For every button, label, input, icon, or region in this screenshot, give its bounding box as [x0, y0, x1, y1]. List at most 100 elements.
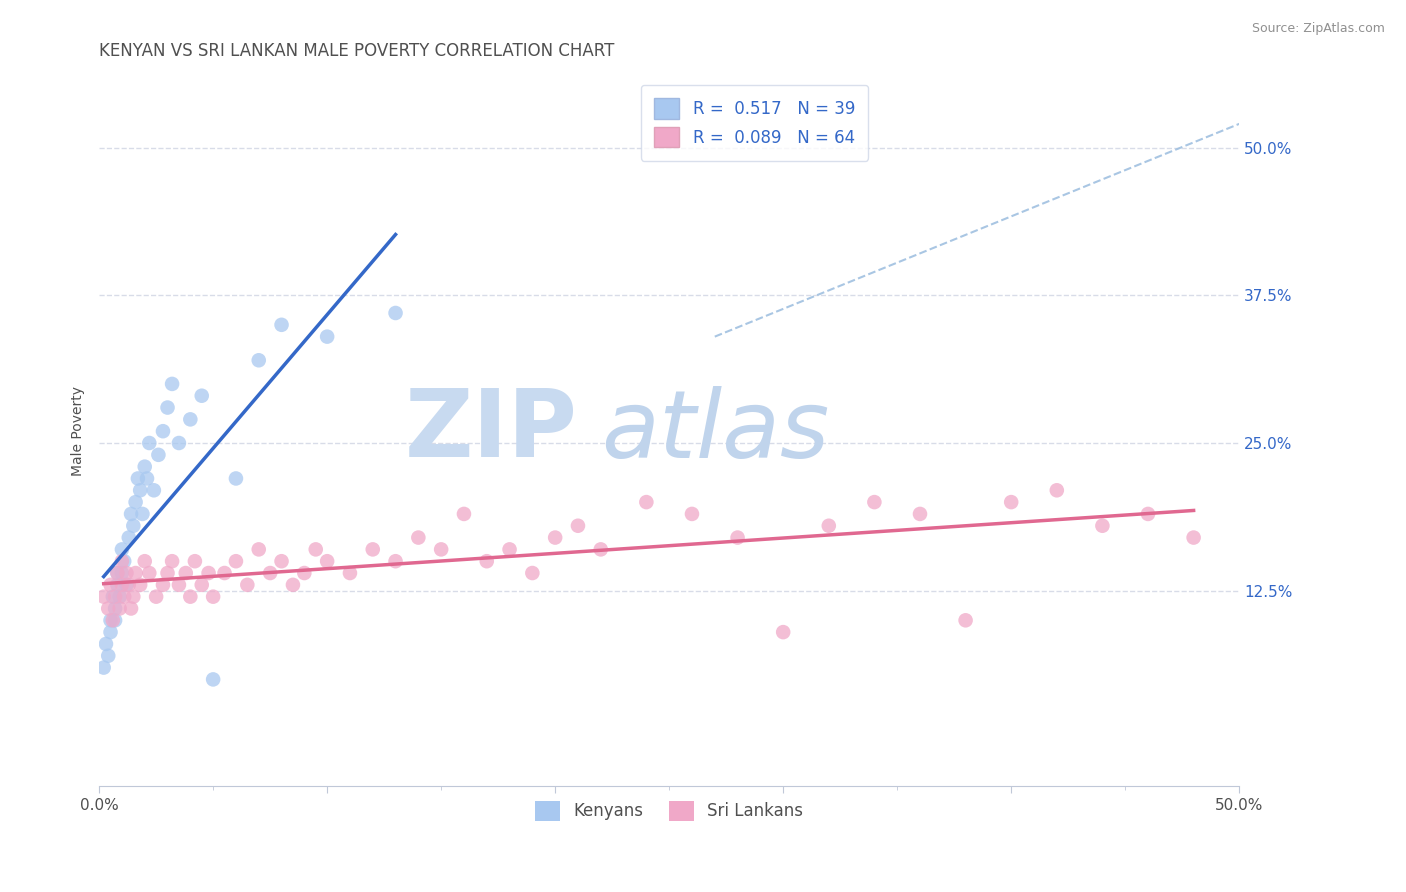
Point	[167, 436, 190, 450]
Point	[105, 578, 128, 592]
Point	[384, 306, 406, 320]
Point	[148, 448, 170, 462]
Point	[567, 518, 589, 533]
Point	[138, 436, 160, 450]
Point	[122, 518, 145, 533]
Point	[122, 590, 145, 604]
Point	[100, 613, 122, 627]
Point	[190, 389, 212, 403]
Point	[129, 483, 152, 498]
Point	[124, 566, 146, 580]
Point	[430, 542, 453, 557]
Point	[115, 578, 138, 592]
Point	[202, 590, 225, 604]
Point	[863, 495, 886, 509]
Point	[111, 578, 134, 592]
Point	[111, 566, 134, 580]
Point	[112, 554, 135, 568]
Point	[138, 566, 160, 580]
Point	[453, 507, 475, 521]
Point	[101, 613, 124, 627]
Point	[225, 471, 247, 485]
Point	[184, 554, 207, 568]
Point	[100, 578, 122, 592]
Point	[316, 329, 339, 343]
Point	[134, 459, 156, 474]
Point	[236, 578, 259, 592]
Point	[361, 542, 384, 557]
Point	[115, 566, 138, 580]
Point	[111, 542, 134, 557]
Point	[112, 590, 135, 604]
Point	[97, 601, 120, 615]
Point	[160, 554, 183, 568]
Point	[105, 566, 128, 580]
Point	[97, 648, 120, 663]
Point	[120, 507, 142, 521]
Point	[316, 554, 339, 568]
Point	[270, 318, 292, 332]
Point	[174, 566, 197, 580]
Text: atlas: atlas	[600, 385, 830, 476]
Point	[1046, 483, 1069, 498]
Point	[156, 566, 179, 580]
Point	[156, 401, 179, 415]
Point	[179, 412, 201, 426]
Point	[93, 660, 115, 674]
Point	[1182, 531, 1205, 545]
Point	[124, 495, 146, 509]
Point	[202, 673, 225, 687]
Legend: Kenyans, Sri Lankans: Kenyans, Sri Lankans	[522, 787, 817, 834]
Point	[817, 518, 839, 533]
Point	[498, 542, 520, 557]
Point	[111, 554, 134, 568]
Point	[108, 601, 131, 615]
Point	[197, 566, 219, 580]
Point	[270, 554, 292, 568]
Point	[908, 507, 931, 521]
Point	[727, 531, 749, 545]
Point	[384, 554, 406, 568]
Text: Source: ZipAtlas.com: Source: ZipAtlas.com	[1251, 22, 1385, 36]
Point	[100, 625, 122, 640]
Text: ZIP: ZIP	[405, 385, 578, 477]
Point	[522, 566, 544, 580]
Point	[214, 566, 236, 580]
Point	[408, 531, 430, 545]
Point	[281, 578, 304, 592]
Point	[955, 613, 977, 627]
Point	[118, 578, 141, 592]
Point	[247, 353, 270, 368]
Point	[292, 566, 315, 580]
Point	[305, 542, 328, 557]
Point	[475, 554, 498, 568]
Point	[179, 590, 201, 604]
Point	[190, 578, 212, 592]
Point	[118, 531, 141, 545]
Point	[105, 566, 128, 580]
Point	[134, 554, 156, 568]
Point	[1137, 507, 1160, 521]
Point	[636, 495, 658, 509]
Point	[681, 507, 703, 521]
Y-axis label: Male Poverty: Male Poverty	[72, 386, 86, 476]
Point	[152, 424, 174, 438]
Point	[101, 590, 124, 604]
Point	[259, 566, 281, 580]
Point	[1000, 495, 1022, 509]
Point	[225, 554, 247, 568]
Point	[152, 578, 174, 592]
Point	[136, 471, 159, 485]
Point	[1091, 518, 1114, 533]
Point	[247, 542, 270, 557]
Point	[544, 531, 567, 545]
Point	[160, 376, 183, 391]
Point	[167, 578, 190, 592]
Point	[120, 601, 142, 615]
Point	[94, 637, 117, 651]
Point	[772, 625, 794, 640]
Point	[142, 483, 165, 498]
Point	[131, 507, 153, 521]
Point	[93, 590, 115, 604]
Point	[104, 590, 127, 604]
